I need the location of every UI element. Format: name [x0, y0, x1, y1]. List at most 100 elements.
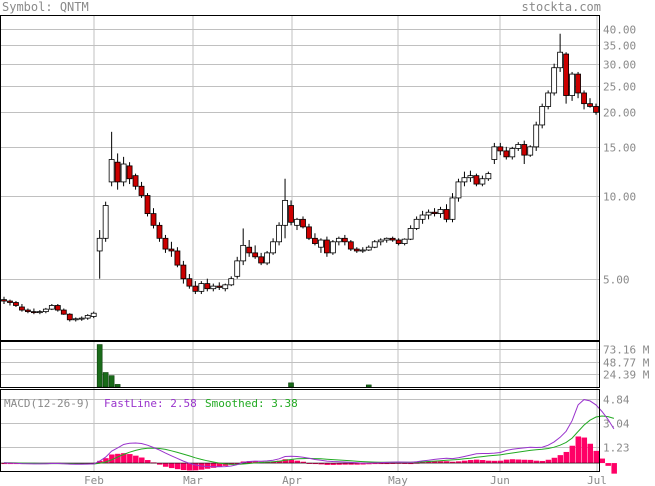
candle-body — [216, 285, 223, 288]
candle-body — [509, 148, 516, 158]
candle-body — [377, 239, 384, 243]
candle-body — [168, 248, 175, 252]
macd-histogram-bar — [509, 459, 516, 464]
price-tick-label: 30.00 — [603, 59, 636, 72]
candle — [192, 281, 199, 295]
candle-body — [174, 250, 181, 266]
price-tick-label: 35.00 — [603, 40, 636, 53]
x-tick-label: Mar — [183, 474, 203, 486]
candle — [413, 216, 420, 231]
candle-body — [186, 278, 193, 287]
candle — [437, 206, 444, 218]
candle-body — [335, 237, 342, 243]
macd-histogram-bar — [306, 462, 312, 464]
candle-body — [587, 103, 593, 107]
macd-histogram-bar — [348, 463, 354, 465]
candle — [168, 241, 175, 257]
candle-body — [102, 205, 109, 239]
candle — [144, 193, 151, 217]
candle-body — [240, 244, 247, 262]
candle-body — [383, 237, 390, 241]
candle-body — [539, 106, 546, 126]
candle-body — [276, 224, 282, 243]
macd-histogram-bar — [294, 460, 301, 464]
candle-body — [60, 309, 67, 315]
macd-fastline-value: 2.58 — [170, 397, 197, 410]
candle-body — [66, 313, 73, 321]
panel-border — [0, 15, 600, 341]
candle-body — [431, 211, 438, 215]
macd-histogram-bar — [527, 459, 534, 464]
volume-tick-label: 73.16 M — [603, 344, 650, 357]
candle — [180, 260, 187, 284]
candle-body — [533, 124, 540, 148]
candle-body — [389, 237, 396, 241]
macd-histogram-bar — [575, 436, 582, 464]
candle — [120, 156, 127, 187]
macd-histogram-bar — [485, 460, 492, 464]
candle — [84, 314, 91, 320]
price-tick-label: 15.00 — [603, 142, 636, 155]
x-tick-label: Apr — [282, 474, 302, 486]
macd-histogram-bar — [1, 463, 7, 465]
candle — [335, 236, 342, 246]
candle-body — [503, 150, 510, 158]
macd-histogram-bar — [336, 463, 342, 465]
candle — [210, 283, 217, 292]
candle-body — [30, 311, 37, 314]
candle-body — [563, 53, 570, 96]
macd-histogram-bar — [342, 463, 348, 465]
candle — [36, 310, 43, 315]
macd-histogram-bar — [330, 463, 336, 465]
candle — [174, 247, 181, 268]
candle-body — [347, 241, 354, 250]
candle — [25, 308, 31, 314]
macd-histogram-bar — [276, 460, 283, 464]
macd-histogram-bar — [318, 463, 324, 465]
candle — [383, 237, 390, 243]
candle-body — [13, 302, 19, 306]
macd-histogram-bar — [611, 463, 617, 474]
volume-bar — [365, 384, 372, 388]
candle — [503, 146, 510, 160]
candle — [240, 228, 247, 266]
candle — [162, 234, 169, 253]
candle-body — [156, 224, 163, 239]
candle-body — [198, 283, 205, 292]
candle-body — [306, 226, 312, 239]
candle — [270, 238, 276, 255]
macd-histogram-bar — [156, 463, 163, 465]
candle — [593, 103, 599, 115]
candle-body — [545, 92, 552, 107]
candle — [479, 175, 486, 187]
candle — [329, 240, 336, 255]
candle — [443, 204, 450, 223]
candle — [60, 308, 67, 315]
macd-histogram-bar — [210, 463, 217, 468]
candle-body — [264, 252, 271, 264]
candle — [419, 210, 426, 224]
candle — [509, 146, 516, 160]
macd-histogram-bar — [521, 459, 528, 464]
macd-histogram-bar — [491, 460, 498, 464]
candle — [359, 247, 366, 253]
candle — [186, 273, 193, 289]
candle — [7, 299, 13, 306]
candle-body — [407, 228, 414, 240]
candle-body — [497, 146, 504, 152]
candle-body — [96, 237, 103, 252]
volume-tick-label: 24.39 M — [603, 369, 650, 382]
candle — [114, 153, 121, 190]
macd-fast-line — [3, 399, 615, 468]
volume-bar — [114, 384, 121, 388]
candle — [108, 131, 115, 187]
candle — [389, 236, 396, 242]
candle — [306, 223, 312, 241]
macd-histogram-bar — [162, 463, 169, 467]
macd-histogram-bar — [115, 453, 121, 464]
candle — [204, 278, 211, 292]
candle — [485, 171, 492, 181]
volume-bar — [96, 344, 103, 388]
candle-body — [437, 209, 444, 215]
candle — [395, 238, 402, 246]
